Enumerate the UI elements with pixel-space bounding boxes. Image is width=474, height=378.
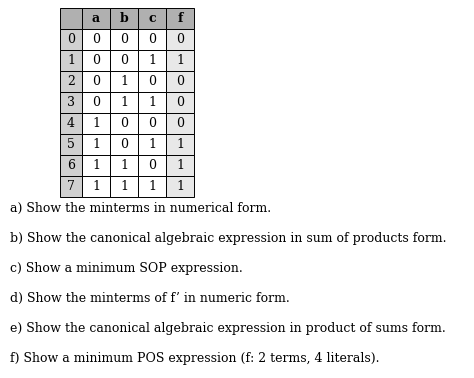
Text: f) Show a minimum POS expression (f: 2 terms, 4 literals).: f) Show a minimum POS expression (f: 2 t… [10,352,380,365]
Text: 0: 0 [148,117,156,130]
Text: 1: 1 [67,54,75,67]
Bar [60,50,82,71]
Bar [138,176,166,197]
Text: 1: 1 [176,159,184,172]
Text: 1: 1 [92,159,100,172]
Text: d) Show the minterms of f’ in numeric form.: d) Show the minterms of f’ in numeric fo… [10,292,290,305]
Text: 0: 0 [148,159,156,172]
Text: 0: 0 [176,33,184,46]
Bar [82,113,110,134]
Text: c: c [148,12,156,25]
Bar [110,71,138,92]
Bar [60,134,82,155]
Bar [60,92,82,113]
Text: 3: 3 [67,96,75,109]
Text: 0: 0 [67,33,75,46]
Bar [110,134,138,155]
Text: 0: 0 [148,75,156,88]
Text: 2: 2 [67,75,75,88]
Bar [138,29,166,50]
Bar [166,29,194,50]
Text: b) Show the canonical algebraic expression in sum of products form.: b) Show the canonical algebraic expressi… [10,232,447,245]
Text: a: a [92,12,100,25]
Text: 1: 1 [92,117,100,130]
Text: 4: 4 [67,117,75,130]
Bar [166,8,194,29]
Bar [82,134,110,155]
Bar [166,113,194,134]
Bar [110,113,138,134]
Bar [138,134,166,155]
Bar [166,155,194,176]
Text: 1: 1 [120,75,128,88]
Bar [82,92,110,113]
Bar [110,50,138,71]
Text: 0: 0 [148,33,156,46]
Text: 1: 1 [148,54,156,67]
Text: 7: 7 [67,180,75,193]
Bar [60,155,82,176]
Bar [138,113,166,134]
Text: 0: 0 [176,75,184,88]
Bar [82,155,110,176]
Bar [166,176,194,197]
Text: 0: 0 [120,138,128,151]
Text: 1: 1 [148,96,156,109]
Bar [110,8,138,29]
Text: 1: 1 [176,54,184,67]
Bar [166,92,194,113]
Text: 5: 5 [67,138,75,151]
Text: 1: 1 [120,159,128,172]
Text: f: f [177,12,182,25]
Bar [82,50,110,71]
Bar [138,50,166,71]
Bar [110,29,138,50]
Text: 1: 1 [176,180,184,193]
Bar [166,50,194,71]
Bar [82,71,110,92]
Text: 6: 6 [67,159,75,172]
Bar [60,8,82,29]
Text: 1: 1 [148,138,156,151]
Bar [138,8,166,29]
Bar [138,71,166,92]
Text: 0: 0 [92,96,100,109]
Bar [138,92,166,113]
Text: 0: 0 [176,117,184,130]
Bar [166,71,194,92]
Text: 0: 0 [92,54,100,67]
Text: 0: 0 [120,117,128,130]
Text: 0: 0 [92,75,100,88]
Bar [82,176,110,197]
Bar [60,176,82,197]
Bar [110,92,138,113]
Text: e) Show the canonical algebraic expression in product of sums form.: e) Show the canonical algebraic expressi… [10,322,446,335]
Text: 0: 0 [120,54,128,67]
Text: a) Show the minterms in numerical form.: a) Show the minterms in numerical form. [10,202,271,215]
Text: b: b [119,12,128,25]
Bar [82,29,110,50]
Bar [60,29,82,50]
Text: 0: 0 [176,96,184,109]
Bar [110,155,138,176]
Text: 1: 1 [176,138,184,151]
Text: 1: 1 [92,138,100,151]
Bar [110,176,138,197]
Text: 1: 1 [148,180,156,193]
Text: 1: 1 [120,96,128,109]
Bar [138,155,166,176]
Bar [60,113,82,134]
Bar [60,71,82,92]
Text: 0: 0 [120,33,128,46]
Text: 1: 1 [92,180,100,193]
Bar [82,8,110,29]
Text: 1: 1 [120,180,128,193]
Text: c) Show a minimum SOP expression.: c) Show a minimum SOP expression. [10,262,243,275]
Text: 0: 0 [92,33,100,46]
Bar [166,134,194,155]
